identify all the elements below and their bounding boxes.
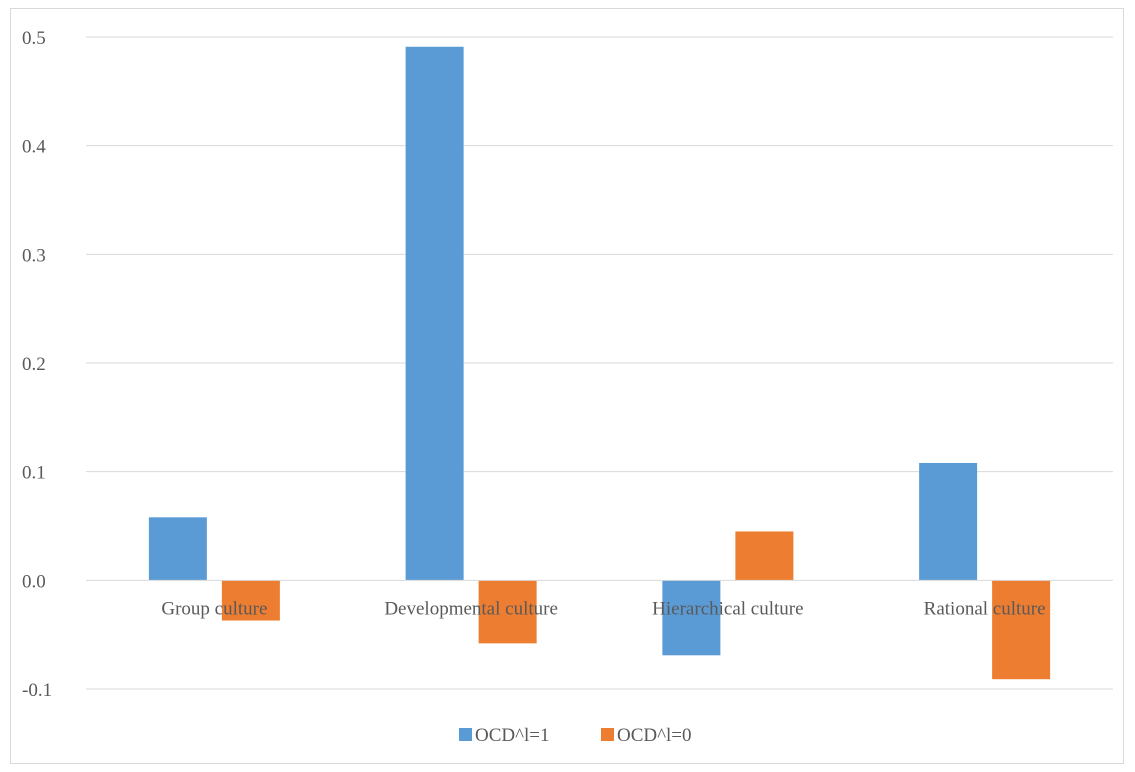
chart-frame <box>10 8 1124 764</box>
category-label: Group culture <box>161 598 267 619</box>
bar-series2-1 <box>478 580 537 644</box>
legend-swatch <box>601 728 614 741</box>
y-axis-ticks: -0.1 0.0 0.1 0.2 0.3 0.4 0.5 <box>22 28 52 701</box>
category-label: Hierarchical culture <box>652 598 803 619</box>
y-tick-label: 0.2 <box>22 354 46 375</box>
bar-series1-3 <box>919 462 978 581</box>
y-tick-label: -0.1 <box>22 680 52 701</box>
bars <box>148 46 1051 680</box>
bar-series2-0 <box>221 580 280 621</box>
bar-series2-2 <box>735 531 794 581</box>
bar-series1-1 <box>405 46 464 581</box>
bar-series1-2 <box>662 580 721 656</box>
category-label: Rational culture <box>924 598 1046 619</box>
legend-label: OCD^l=0 <box>617 725 692 746</box>
y-tick-label: 0.3 <box>22 245 46 266</box>
x-axis-categories: Group culture Developmental culture Hierar… <box>161 598 1045 619</box>
bar-series2-3 <box>992 580 1051 680</box>
y-tick-label: 0.5 <box>22 28 46 49</box>
y-tick-label: 0.0 <box>22 571 46 592</box>
y-tick-label: 0.4 <box>22 137 46 158</box>
y-tick-label: 0.1 <box>22 463 46 484</box>
legend-swatch <box>459 728 472 741</box>
legend: OCD^l=1 OCD^l=0 <box>459 725 692 746</box>
legend-label: OCD^l=1 <box>475 725 550 746</box>
bar-series1-0 <box>148 517 207 581</box>
category-label: Developmental culture <box>384 598 558 619</box>
